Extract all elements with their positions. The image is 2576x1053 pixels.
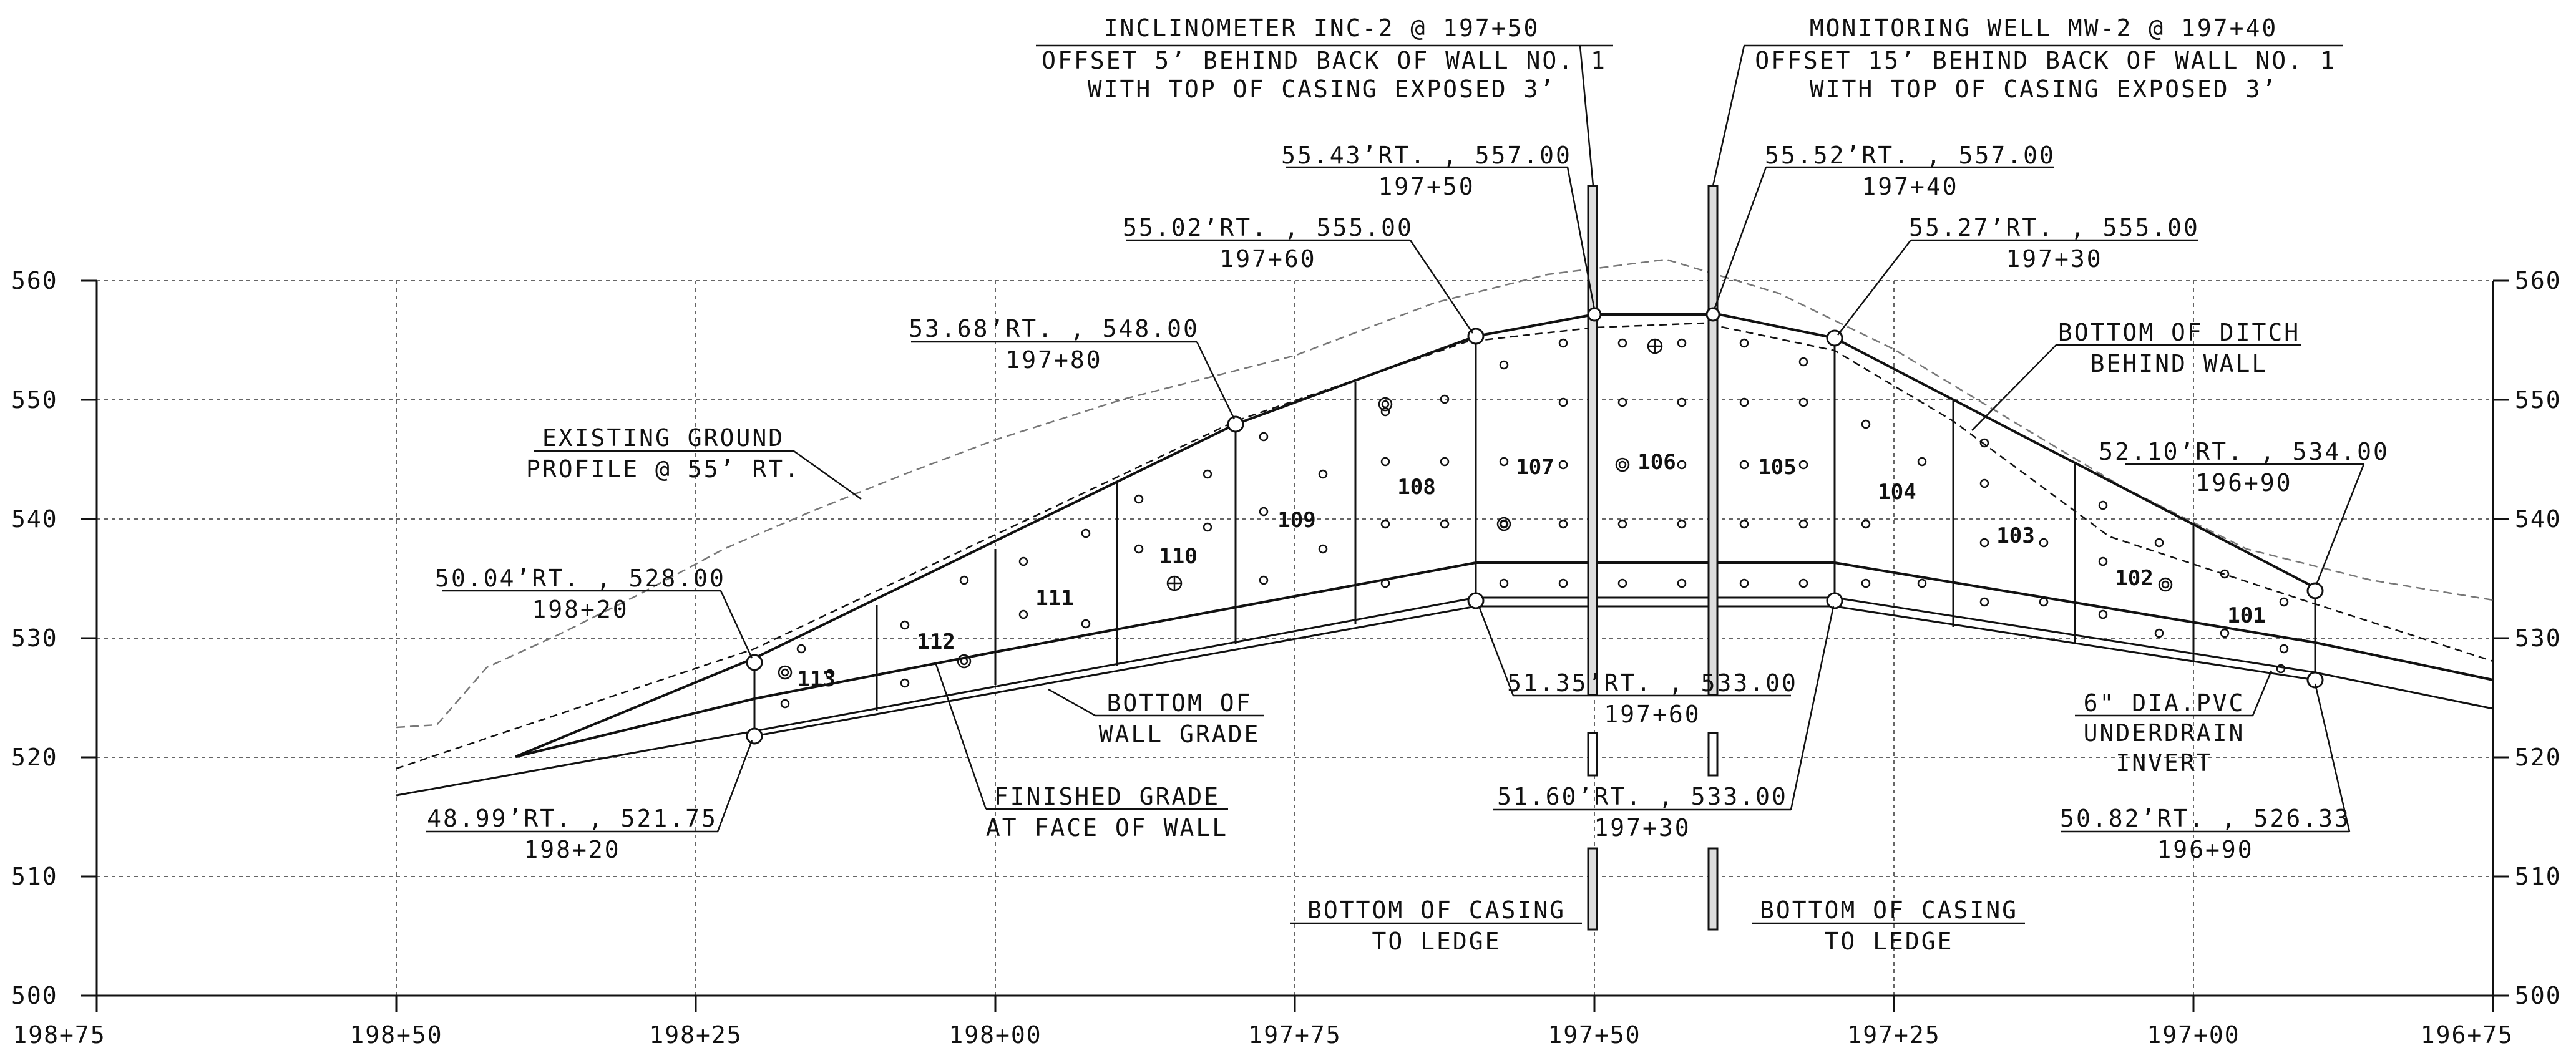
monitoring-well-casing [1707, 185, 1719, 931]
panel-number: 108 [1397, 475, 1435, 500]
y-tick-label: 520 [11, 744, 58, 771]
y-tick-label: 550 [2515, 386, 2562, 414]
panel-numbers: 101 102 103 104 105 106 107 108 109 110 … [797, 450, 2265, 692]
panel-number: 111 [1035, 586, 1073, 611]
callout-text: INCLINOMETER INC-2 @ 197+50 OFFSET 5’ BE… [427, 14, 2389, 955]
drain-holes [780, 338, 2289, 709]
casing-right-callout-line1: BOTTOM OF CASING [1760, 896, 2018, 924]
x-tick-label: 197+75 [1248, 1021, 1341, 1049]
underdrain-callout-line1: 6" DIA.PVC [2084, 689, 2245, 717]
leader-lines [426, 44, 2365, 924]
underdrain-callout-line2: UNDERDRAIN [2084, 719, 2245, 747]
point-station: 198+20 [532, 596, 628, 623]
monitoring-well-callout-line2: OFFSET 15’ BEHIND BACK OF WALL NO. 1 [1755, 47, 2336, 74]
x-axis-labels: 198+75 198+50 198+25 198+00 197+75 197+5… [12, 1021, 2514, 1049]
panel-number: 109 [1277, 508, 1315, 533]
vertex-markers [746, 307, 2324, 745]
inclinometer-callout-line3: WITH TOP OF CASING EXPOSED 3’ [1088, 75, 1556, 103]
panel-number: 104 [1878, 480, 1916, 505]
inclinometer-callout-line2: OFFSET 5’ BEHIND BACK OF WALL NO. 1 [1042, 47, 1607, 74]
y-tick-label: 510 [11, 863, 58, 890]
point-label: 55.27’RT. , 555.00 [1909, 214, 2200, 241]
point-station: 196+90 [2195, 469, 2292, 497]
point-label: 55.52’RT. , 557.00 [1765, 142, 2056, 169]
point-station: 197+50 [1378, 173, 1475, 200]
panel-number: 107 [1516, 455, 1554, 480]
point-label: 55.43’RT. , 557.00 [1281, 142, 1572, 169]
axes-frame [81, 279, 2509, 1012]
y-tick-label: 560 [2515, 267, 2562, 294]
panel-number: 110 [1159, 544, 1197, 569]
existing-ground-callout-line1: EXISTING GROUND [542, 424, 784, 452]
panel-number: 101 [2227, 603, 2265, 628]
y-tick-label: 530 [2515, 624, 2562, 652]
panel-number: 105 [1758, 455, 1796, 480]
x-tick-label: 198+50 [349, 1021, 442, 1049]
point-station: 197+80 [1005, 346, 1102, 374]
point-station: 196+90 [2157, 836, 2253, 863]
panel-divisions [753, 336, 2316, 736]
y-tick-label: 500 [2515, 982, 2562, 1009]
point-label: 52.10’RT. , 534.00 [2099, 438, 2389, 465]
bottom-ditch-callout-line1: BOTTOM OF DITCH [2058, 319, 2300, 346]
x-tick-label: 197+00 [2147, 1021, 2240, 1049]
y-tick-label: 500 [11, 982, 58, 1009]
bottom-wall-grade-callout-line1: BOTTOM OF [1107, 689, 1252, 717]
y-tick-label: 550 [11, 386, 58, 414]
underdrain-callout-line3: INVERT [2115, 749, 2212, 777]
panel-number: 113 [797, 667, 835, 692]
casing-left-callout-line2: TO LEDGE [1372, 928, 1501, 955]
y-tick-label: 520 [2515, 744, 2562, 771]
point-label: 50.82’RT. , 526.33 [2060, 805, 2351, 832]
panel-number: 103 [1996, 523, 2034, 548]
y-tick-label: 560 [11, 267, 58, 294]
panel-number: 106 [1637, 450, 1676, 475]
point-station: 197+30 [1594, 814, 1690, 842]
point-station: 197+60 [1604, 701, 1700, 728]
x-tick-label: 198+25 [649, 1021, 742, 1049]
y-axis-left-labels: 560 550 540 530 520 510 500 [11, 267, 58, 1009]
finished-grade-callout-line2: AT FACE OF WALL [986, 814, 1228, 842]
point-station: 197+30 [2006, 245, 2102, 273]
bottom-ditch-callout-line2: BEHIND WALL [2091, 350, 2268, 377]
point-station: 198+20 [524, 836, 620, 863]
casing-right-callout-line2: TO LEDGE [1824, 928, 1953, 955]
y-tick-label: 540 [11, 505, 58, 533]
existing-ground-callout-line2: PROFILE @ 55’ RT. [526, 455, 801, 483]
point-label: 51.35’RT. , 533.00 [1507, 669, 1798, 697]
x-tick-label: 197+50 [1548, 1021, 1641, 1049]
x-tick-label: 196+75 [2421, 1021, 2514, 1049]
bottom-of-wall-grade-line [396, 596, 2494, 797]
y-tick-label: 530 [11, 624, 58, 652]
point-label: 53.68’RT. , 548.00 [909, 315, 1199, 342]
monitoring-well-callout-line1: MONITORING WELL MW-2 @ 197+40 [1810, 14, 2278, 42]
inclinometer-callout-line1: INCLINOMETER INC-2 @ 197+50 [1104, 14, 1540, 42]
y-tick-label: 540 [2515, 505, 2562, 533]
y-tick-label: 510 [2515, 863, 2562, 890]
panel-number: 102 [2115, 566, 2153, 591]
point-station: 197+40 [1861, 173, 1958, 200]
point-label: 50.04’RT. , 528.00 [435, 565, 726, 592]
point-station: 197+60 [1219, 245, 1316, 273]
point-label: 48.99’RT. , 521.75 [427, 805, 718, 832]
panel-number: 112 [917, 629, 955, 654]
point-label: 51.60’RT. , 533.00 [1497, 783, 1788, 810]
top-of-wall-dashed-line [396, 322, 2494, 770]
existing-ground-line [396, 258, 2494, 729]
y-axis-right-labels: 560 550 540 530 520 510 500 [2515, 267, 2562, 1009]
top-of-wall-line [515, 313, 2316, 758]
monitoring-well-callout-line3: WITH TOP OF CASING EXPOSED 3’ [1810, 75, 2278, 103]
finished-grade-callout-line1: FINISHED GRADE [994, 783, 1220, 810]
bottom-wall-grade-callout-line2: WALL GRADE [1099, 721, 1261, 748]
special-markers [778, 338, 2173, 680]
point-label: 55.02’RT. , 555.00 [1123, 214, 1413, 241]
x-tick-label: 197+25 [1847, 1021, 1940, 1049]
x-tick-label: 198+75 [12, 1021, 105, 1049]
x-tick-label: 198+00 [949, 1021, 1042, 1049]
casing-left-callout-line1: BOTTOM OF CASING [1307, 896, 1566, 924]
